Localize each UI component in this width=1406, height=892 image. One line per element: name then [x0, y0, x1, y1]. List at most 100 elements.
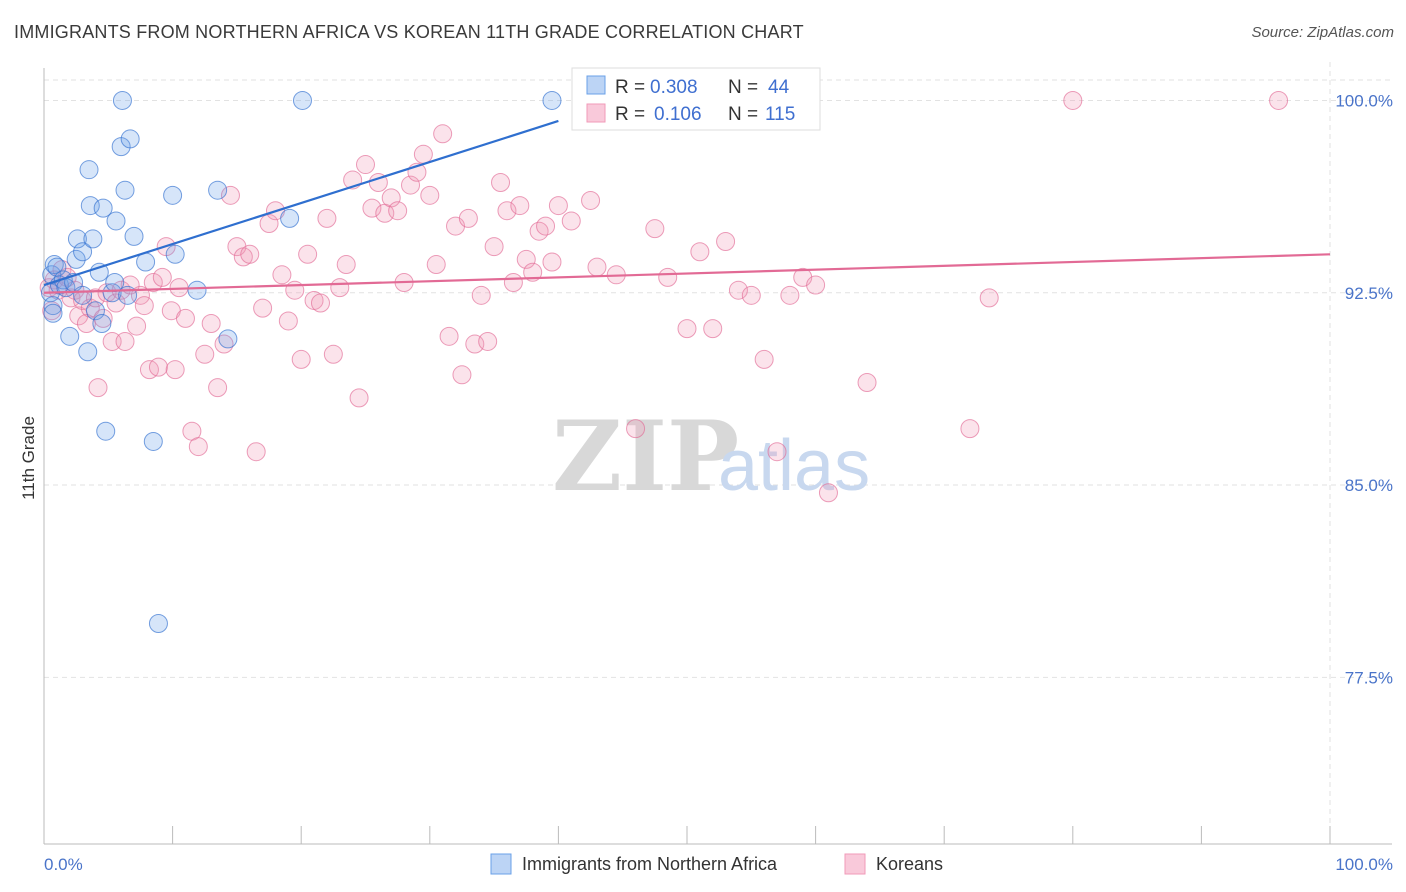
series-legend: Immigrants from Northern Africa Koreans: [490, 853, 943, 875]
korean-point: [323, 344, 343, 364]
korean-point: [88, 378, 108, 398]
korean-point: [426, 255, 446, 275]
korean-point: [548, 196, 568, 216]
y-tick-label: 100.0%: [1335, 91, 1393, 110]
korean-point: [806, 275, 826, 295]
legend-swatch-pink: [586, 103, 606, 123]
korean-point: [458, 208, 478, 228]
immigrant-point: [78, 342, 98, 362]
korean-point: [208, 378, 228, 398]
korean-point: [349, 388, 369, 408]
chart-title: IMMIGRANTS FROM NORTHERN AFRICA VS KOREA…: [14, 22, 804, 42]
immigrant-point: [67, 229, 87, 249]
korean-point: [503, 272, 523, 292]
watermark-zip: ZIP: [552, 400, 739, 513]
immigrant-point: [73, 242, 93, 262]
korean-point: [754, 349, 774, 369]
korean-point: [818, 483, 838, 503]
korean-point: [330, 278, 350, 298]
korean-point: [420, 185, 440, 205]
korean-point: [581, 190, 601, 210]
grid-lines: [44, 62, 1390, 844]
immigrant-point: [43, 303, 63, 323]
trend-lines: [43, 119, 1331, 294]
immigrant-point: [73, 285, 93, 305]
korean-point: [148, 357, 168, 377]
legend-r-label-pink: R =: [615, 104, 645, 125]
korean-point: [188, 437, 208, 457]
immigrant-point: [93, 198, 113, 218]
watermark: ZIP atlas: [552, 400, 870, 513]
korean-point: [433, 124, 453, 144]
korean-point: [195, 344, 215, 364]
korean-point: [510, 196, 530, 216]
trend-line-koreans: [43, 253, 1331, 294]
immigrant-point: [187, 280, 207, 300]
y-tick-label: 92.5%: [1345, 284, 1393, 303]
y-axis-title: 11th Grade: [19, 416, 38, 500]
korean-point: [214, 334, 234, 354]
korean-point: [478, 331, 498, 351]
immigrant-point: [115, 180, 135, 200]
korean-point: [317, 208, 337, 228]
series-immigrants-northern-africa: [40, 90, 562, 634]
korean-point: [356, 155, 375, 175]
immigrant-point: [280, 208, 300, 228]
korean-point: [285, 280, 305, 300]
korean-point: [716, 231, 736, 251]
korean-point: [497, 201, 517, 221]
immigrant-point: [96, 421, 116, 441]
korean-point: [471, 285, 491, 305]
korean-point: [536, 216, 556, 236]
trend-line-immigrants: [43, 119, 559, 287]
immigrant-point: [148, 614, 168, 634]
korean-point: [240, 244, 260, 264]
korean-point: [523, 262, 543, 282]
korean-point: [491, 173, 511, 193]
immigrant-point: [542, 90, 562, 110]
korean-point: [439, 326, 459, 346]
korean-point: [388, 201, 408, 221]
korean-point: [728, 280, 748, 300]
y-tick-label: 85.0%: [1345, 476, 1393, 495]
legend-box: [571, 67, 821, 131]
immigrant-point: [208, 180, 228, 200]
korean-point: [741, 285, 761, 305]
korean-point: [310, 293, 330, 313]
korean-point: [626, 419, 646, 439]
korean-point: [134, 296, 154, 316]
immigrant-point: [60, 326, 80, 346]
immigrant-point: [120, 129, 140, 149]
korean-point: [960, 419, 980, 439]
korean-point: [587, 257, 607, 277]
korean-point: [542, 252, 562, 272]
immigrant-point: [83, 229, 103, 249]
legend-n-label-blue: N =: [728, 77, 758, 98]
bottom-legend-swatch-pink: [844, 853, 866, 875]
immigrant-point: [106, 211, 126, 231]
legend-n-label-pink: N =: [728, 104, 758, 125]
korean-point: [529, 221, 549, 241]
korean-point: [561, 211, 581, 231]
korean-point: [143, 272, 163, 292]
korean-point: [298, 244, 318, 264]
korean-point: [677, 319, 697, 339]
y-tick-labels: 77.5% 85.0% 92.5% 100.0%: [1335, 91, 1393, 687]
immigrant-point: [43, 296, 63, 316]
korean-point: [362, 198, 382, 218]
korean-point: [336, 255, 356, 275]
x-tick-label-max: 100.0%: [1335, 855, 1393, 874]
korean-point: [452, 365, 472, 385]
korean-point: [291, 349, 311, 369]
korean-point: [246, 442, 266, 462]
legend-n-value-blue: 44: [768, 77, 790, 98]
korean-point: [278, 311, 298, 331]
bottom-legend-label-blue: Immigrants from Northern Africa: [522, 854, 778, 874]
bottom-legend-swatch-blue: [490, 853, 512, 875]
korean-point: [857, 372, 877, 392]
korean-point: [767, 442, 787, 462]
korean-point: [658, 267, 678, 287]
watermark-atlas: atlas: [718, 426, 870, 506]
korean-point: [253, 298, 273, 318]
